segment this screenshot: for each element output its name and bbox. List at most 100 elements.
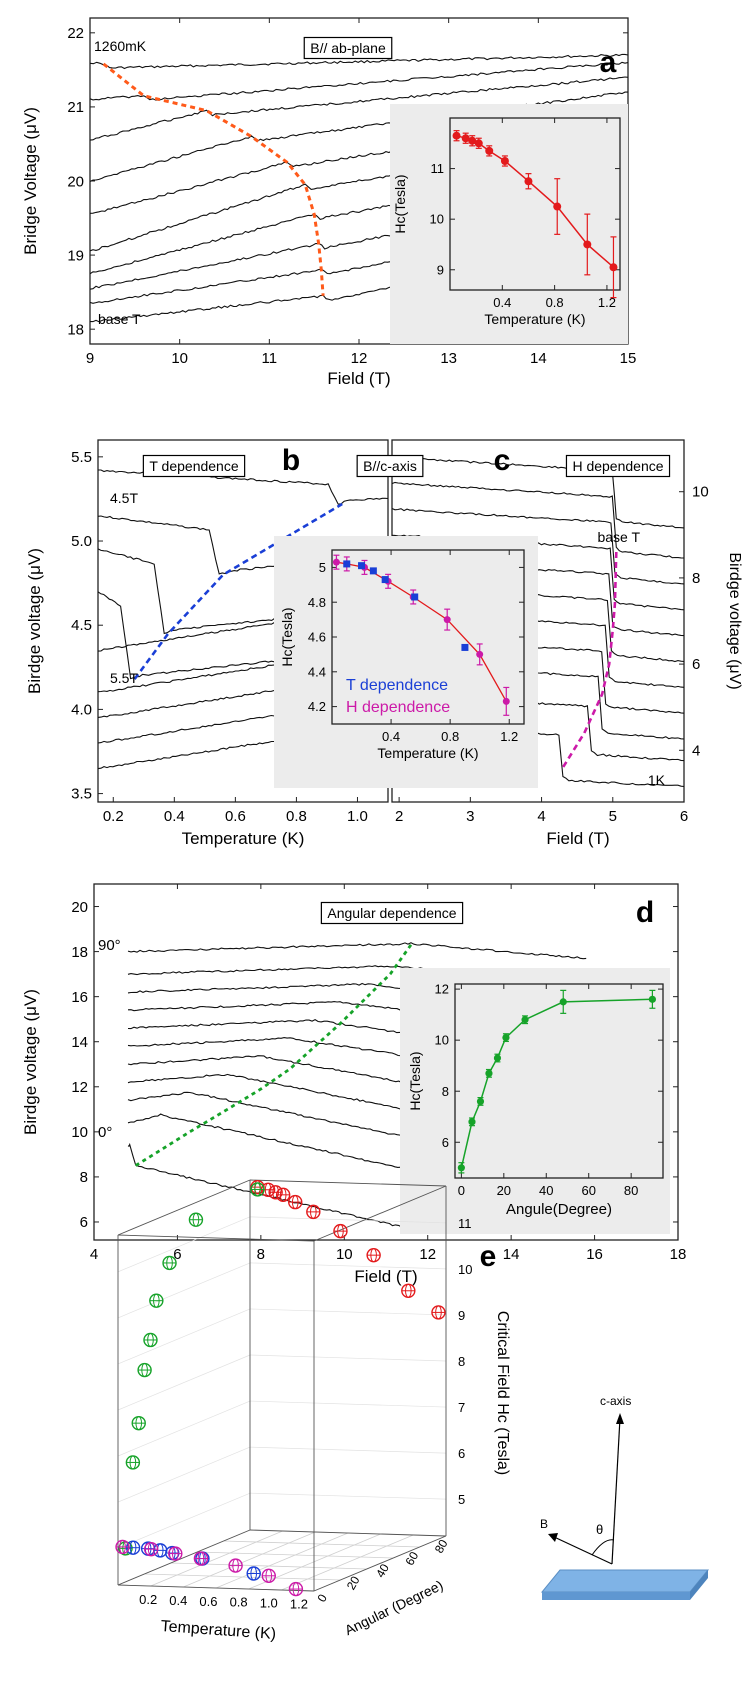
y-tick-label: 4 — [692, 742, 700, 759]
top-trace-label: base T — [597, 529, 640, 545]
y-tick-label: 5.5 — [71, 449, 92, 466]
grid-line — [117, 1446, 251, 1503]
angular-title-label: Angular dependence — [327, 905, 456, 921]
grid-line — [249, 1262, 447, 1270]
x-axis-label: Temperature (K) — [182, 829, 305, 848]
grid-line — [249, 1354, 447, 1362]
z-tick-label: 8 — [458, 1354, 465, 1369]
panel-a: 9 10 11 12 13 14 15 18 19 20 21 22 Field (T) Bridge V… — [21, 17, 636, 388]
y-tick-label: 60 — [402, 1549, 421, 1568]
data-point — [131, 1415, 146, 1431]
y-tick-label: 10 — [692, 484, 709, 501]
data-point — [468, 136, 477, 145]
x-tick-label: 1.2 — [598, 295, 616, 310]
data-point — [246, 1566, 261, 1581]
data-trace — [392, 507, 684, 585]
x-axis-label: Temperature (K) — [160, 1618, 276, 1643]
data-point — [476, 1097, 485, 1106]
phase-boundary-line — [134, 943, 413, 1167]
z-tick-label: 9 — [458, 1308, 465, 1323]
y-tick-label: 0 — [314, 1591, 330, 1604]
data-point — [143, 1541, 159, 1557]
x-tick-label: 0.8 — [546, 295, 564, 310]
x-tick-label: 12 — [419, 1246, 436, 1263]
data-point — [275, 1187, 291, 1203]
x-tick-label: 2 — [395, 808, 403, 825]
substrate-top — [540, 1569, 710, 1593]
x-tick-label: 12 — [351, 350, 368, 367]
data-point — [524, 177, 533, 186]
bottom-trace-label: 5.5T — [110, 670, 138, 686]
x-tick-label: 1.0 — [347, 808, 368, 825]
grid-line — [117, 1216, 251, 1273]
data-point — [476, 650, 484, 658]
top-trace-label: 4.5T — [110, 490, 138, 506]
x-tick-label: 3 — [466, 808, 474, 825]
data-point — [559, 998, 567, 1006]
x-tick-label: 0.4 — [382, 729, 400, 744]
x-tick-label: 10 — [336, 1246, 353, 1263]
y-tick-label: 4.2 — [308, 699, 326, 714]
y-tick-label: 10 — [435, 1033, 449, 1048]
grid-line — [249, 1216, 447, 1224]
data-trace — [392, 456, 684, 529]
inset-y-label: Hc(Tesla) — [279, 607, 295, 666]
y-axis-label: Birdge voltage (μV) — [21, 989, 40, 1135]
angle-arc — [591, 1539, 615, 1556]
data-point — [474, 139, 483, 148]
data-point — [648, 995, 656, 1003]
inset-y-label: Hc(Tesla) — [392, 174, 408, 233]
data-point — [443, 616, 451, 624]
data-point — [188, 1212, 204, 1227]
z-tick-label: 7 — [458, 1400, 465, 1415]
grid-line — [223, 1540, 420, 1548]
inset-y-label: Hc(Tesla) — [407, 1051, 423, 1110]
data-point — [162, 1255, 177, 1271]
box-edge — [117, 1179, 251, 1236]
substrate-front — [542, 1592, 690, 1600]
data-point — [115, 1539, 130, 1555]
x-tick-label: 0.8 — [441, 729, 459, 744]
x-tick-label: 18 — [670, 1246, 687, 1263]
y-tick-label: 8 — [442, 1084, 449, 1099]
z-tick-label: 6 — [458, 1446, 465, 1461]
legend-h-dependence: H dependence — [346, 699, 450, 716]
inset-background — [274, 536, 538, 788]
grid-line — [117, 1262, 251, 1319]
grid-line — [144, 1573, 341, 1581]
y-tick-label: 5 — [319, 560, 326, 575]
data-point — [168, 1546, 183, 1561]
phase-boundary-line — [561, 551, 618, 769]
inset-x-label: Angule(Degree) — [506, 1201, 612, 1218]
y-tick-label: 4.8 — [308, 595, 326, 610]
x-axis-label: Field (T) — [354, 1267, 417, 1286]
grid-line — [249, 1400, 447, 1408]
data-point — [431, 1305, 446, 1320]
data-trace — [127, 942, 587, 960]
data-point — [137, 1362, 152, 1378]
panel-label-b: b — [282, 444, 300, 477]
phase-boundary-line — [102, 62, 325, 296]
x-tick-label: 0.8 — [286, 808, 307, 825]
x-tick-label: 1.0 — [260, 1596, 278, 1611]
grid-line — [117, 1354, 251, 1411]
data-point — [381, 576, 389, 584]
grid-line — [249, 1492, 447, 1500]
data-point — [553, 202, 562, 211]
grid-line — [197, 1551, 394, 1559]
data-point — [333, 1223, 348, 1239]
c-axis-arrowhead — [616, 1413, 624, 1424]
data-point — [411, 593, 419, 601]
data-point — [485, 146, 494, 155]
panel-label-c: c — [494, 444, 511, 477]
data-point — [609, 263, 618, 272]
data-point — [502, 697, 510, 705]
bottom-trace-label: 1K — [648, 772, 666, 788]
data-point — [193, 1551, 209, 1566]
panel-label-d: d — [636, 896, 654, 929]
y-tick-label: 22 — [67, 25, 84, 42]
x-tick-label: 4 — [90, 1246, 98, 1263]
y-tick-label: 16 — [71, 989, 88, 1006]
x-tick-label: 0.2 — [139, 1592, 157, 1607]
